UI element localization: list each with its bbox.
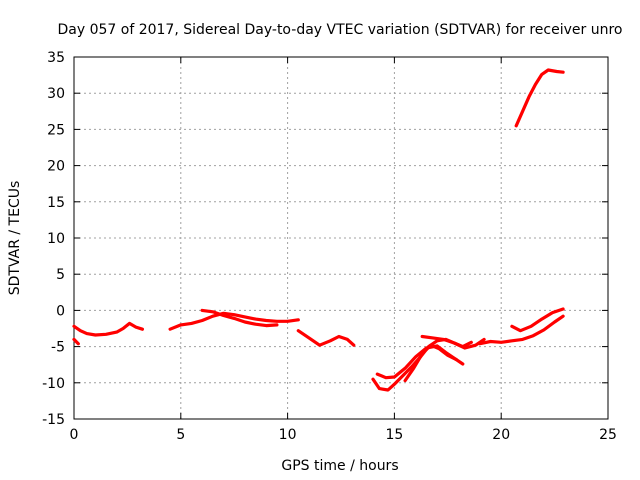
y-tick-label: 10	[47, 231, 65, 247]
x-tick-label: 15	[385, 427, 403, 443]
x-tick-label: 0	[70, 427, 79, 443]
y-tick-label: -10	[42, 376, 65, 392]
series-segment-10	[478, 314, 565, 346]
x-tick-label: 20	[492, 427, 510, 443]
y-tick-label: 25	[47, 122, 65, 138]
series-segment-11	[510, 307, 565, 333]
series-segment-4	[200, 308, 279, 328]
y-axis-ticks: -15 -10 -5 0 5 10 15 20 25 30 35	[42, 50, 608, 428]
y-tick-label: 20	[47, 159, 65, 175]
x-axis-ticks: 0 5 10 15 20 25	[70, 57, 617, 443]
x-axis-label: GPS time / hours	[281, 458, 398, 474]
series-segment-2	[72, 337, 80, 346]
series-segment-12	[514, 68, 565, 128]
y-axis-label: SDTVAR / TECUs	[7, 181, 23, 296]
x-tick-label: 5	[176, 427, 185, 443]
data-series	[72, 68, 565, 392]
y-tick-label: -15	[42, 412, 65, 428]
series-segment-5	[296, 329, 356, 347]
x-tick-label: 25	[599, 427, 617, 443]
y-tick-label: 0	[56, 303, 65, 319]
series-segment-7	[375, 344, 465, 380]
y-tick-label: 15	[47, 195, 65, 211]
series-segment-8	[403, 343, 458, 383]
x-tick-label: 10	[279, 427, 297, 443]
y-tick-label: 5	[56, 267, 65, 283]
chart-title: Day 057 of 2017, Sidereal Day-to-day VTE…	[58, 22, 623, 38]
series-segment-9	[420, 334, 473, 349]
y-tick-label: 35	[47, 50, 65, 66]
series-segment-1	[72, 321, 144, 337]
y-tick-label: 30	[47, 86, 65, 102]
y-tick-label: -5	[51, 340, 65, 356]
series-segment-3	[168, 311, 300, 331]
grid-lines	[74, 57, 608, 419]
